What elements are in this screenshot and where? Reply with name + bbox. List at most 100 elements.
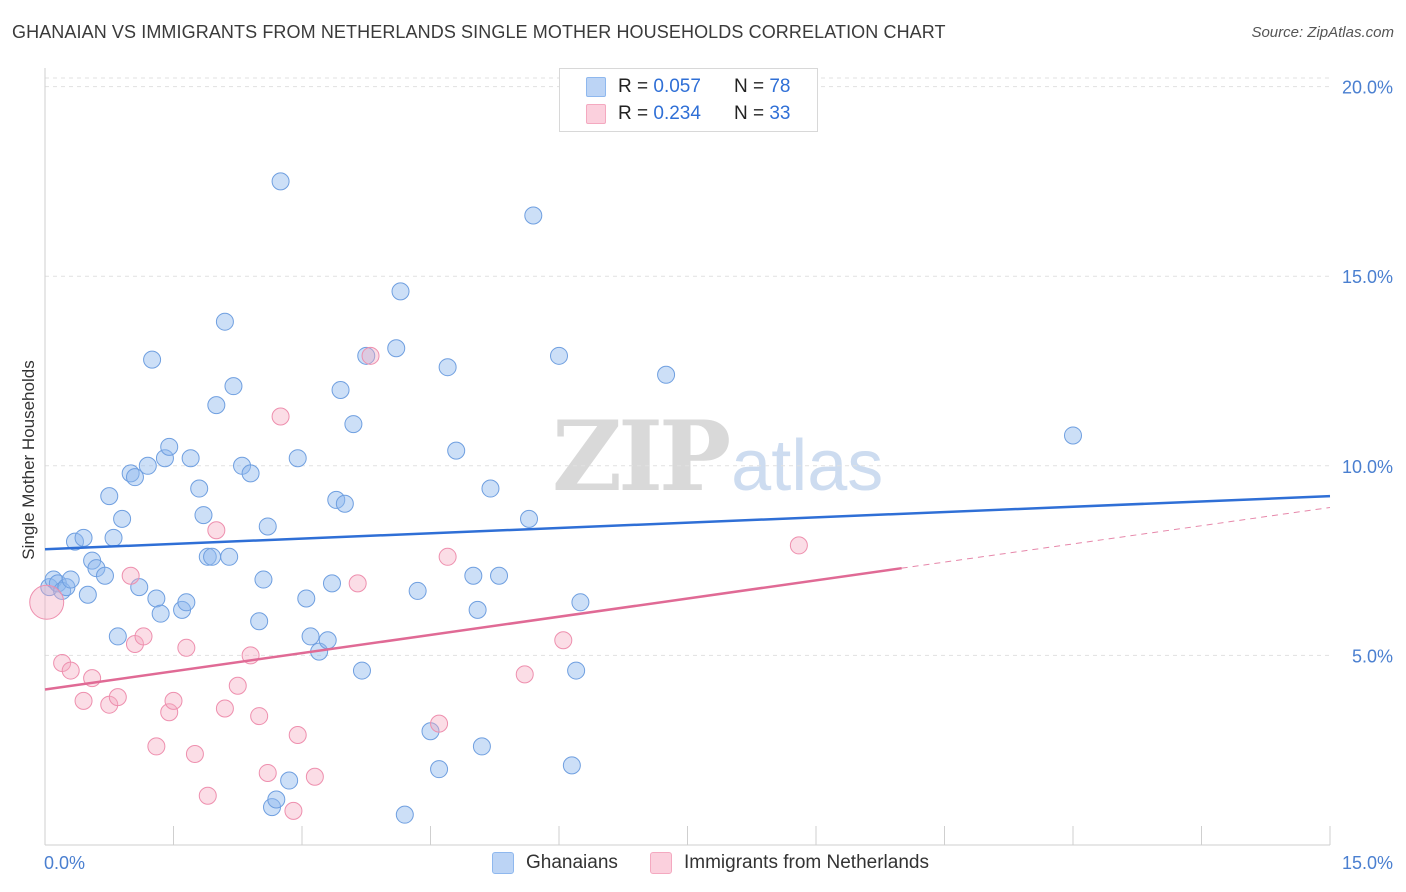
netherlands-point — [164, 691, 183, 710]
ghanaians-point — [271, 172, 290, 191]
ghanaians-point — [520, 509, 539, 528]
netherlands-point — [258, 763, 277, 782]
ghanaians-point — [318, 631, 337, 650]
x-tick-label: 0.0% — [44, 853, 85, 873]
watermark-zip: ZIP — [552, 400, 731, 513]
ghanaians-point — [250, 612, 269, 631]
netherlands-point — [288, 726, 307, 745]
netherlands-point — [348, 574, 367, 593]
legend-r-label: R = — [618, 103, 649, 124]
ghanaians-point — [430, 760, 449, 779]
ghanaians-point — [61, 570, 80, 589]
legend: R = 0.057 N = 78 R = 0.234 N = 33 — [559, 68, 818, 132]
ghanaians-point — [207, 396, 226, 415]
ghanaians-point — [138, 456, 157, 475]
ghanaians-point — [490, 566, 509, 585]
watermark: ZIPatlas — [552, 400, 883, 513]
y-tick-label: 20.0% — [1342, 78, 1393, 98]
netherlands-point — [185, 744, 204, 763]
ghanaians-point — [113, 509, 132, 528]
legend-n-value: 33 — [769, 103, 791, 124]
ghanaians-point — [181, 449, 200, 468]
netherlands-point — [198, 786, 217, 805]
legend-n-label: N = — [733, 103, 765, 124]
ghanaians-point — [198, 547, 217, 566]
netherlands-point — [177, 638, 196, 657]
netherlands-point — [228, 676, 247, 695]
netherlands-point — [789, 536, 808, 555]
ghanaians-point — [267, 790, 286, 809]
bottom-legend: Ghanaians Immigrants from Netherlands — [0, 852, 1406, 878]
ghanaians-point — [194, 506, 213, 525]
bottom-legend-label: Immigrants from Netherlands — [684, 852, 929, 873]
netherlands-point — [74, 691, 93, 710]
y-tick-label: 10.0% — [1342, 457, 1393, 477]
ghanaians-point — [335, 494, 354, 513]
netherlands-point — [160, 703, 179, 722]
netherlands-point — [134, 627, 153, 646]
ghanaians-point — [391, 282, 410, 301]
netherlands-point — [515, 665, 534, 684]
trend-lines — [44, 494, 1331, 691]
legend-n-label: N = — [733, 76, 765, 97]
ghanaians-point — [288, 449, 307, 468]
netherlands-point — [215, 699, 234, 718]
ghanaians-point — [524, 206, 543, 225]
ghanaians-point — [190, 479, 209, 498]
netherlands-point — [361, 346, 380, 365]
ghanaians-point — [224, 377, 243, 396]
ghanaians-point — [352, 661, 371, 680]
ghanaians-point — [331, 380, 350, 399]
netherlands-trend-line — [44, 566, 902, 691]
ghanaians-point — [155, 449, 174, 468]
ghanaians-point — [65, 532, 84, 551]
netherlands-points — [29, 346, 808, 820]
ghanaians-point — [108, 627, 127, 646]
netherlands-point — [121, 566, 140, 585]
netherlands-point — [438, 547, 457, 566]
ghanaians-points — [40, 172, 1082, 824]
ghanaians-point — [387, 339, 406, 358]
netherlands-point — [61, 661, 80, 680]
ghanaians-point — [1064, 426, 1082, 445]
source-label: Source: ZipAtlas.com — [1251, 24, 1394, 41]
netherlands-point — [284, 801, 303, 820]
ghanaians-point — [481, 479, 500, 498]
tick-labels: 5.0% 10.0% 15.0% 20.0% 0.0% 15.0% — [44, 78, 1393, 873]
ghanaians-point — [447, 441, 466, 460]
ghanaians-point — [562, 756, 581, 775]
ghanaians-point — [550, 346, 568, 365]
netherlands-point — [271, 407, 290, 426]
y-axis-label: Single Mother Households — [19, 360, 38, 559]
bottom-legend-label: Ghanaians — [526, 852, 618, 873]
y-tick-label: 5.0% — [1352, 646, 1393, 666]
ghanaians-point — [74, 528, 93, 547]
ghanaians-point — [215, 312, 234, 331]
ghanaians-point — [468, 600, 487, 619]
ghanaians-point — [464, 566, 483, 585]
ghanaians-point — [327, 490, 346, 509]
netherlands-point — [147, 737, 166, 756]
legend-n-value: 78 — [769, 76, 791, 97]
ghanaians-point — [254, 570, 273, 589]
bottom-legend-ghanaians: Ghanaians — [492, 852, 618, 874]
grid-lines — [45, 77, 1330, 656]
netherlands-point — [250, 707, 269, 726]
y-tick-label: 15.0% — [1342, 267, 1393, 287]
ghanaians-point — [571, 593, 590, 612]
bottom-legend-swatch-blue — [492, 852, 514, 874]
legend-row-ghanaians: R = 0.057 N = 78 — [586, 75, 790, 99]
ghanaians-point — [258, 517, 277, 536]
ghanaians-point — [280, 771, 299, 790]
chart-title: GHANAIAN VS IMMIGRANTS FROM NETHERLANDS … — [12, 22, 946, 42]
legend-r-value: 0.057 — [653, 76, 701, 97]
ghanaians-point — [657, 365, 676, 384]
legend-swatch-blue — [586, 77, 606, 97]
netherlands-point — [554, 631, 573, 650]
ghanaians-point — [100, 487, 119, 506]
x-tick-label: 15.0% — [1342, 853, 1393, 873]
axes — [44, 68, 1331, 846]
ghanaians-point — [301, 627, 320, 646]
bottom-legend-swatch-pink — [650, 852, 672, 874]
